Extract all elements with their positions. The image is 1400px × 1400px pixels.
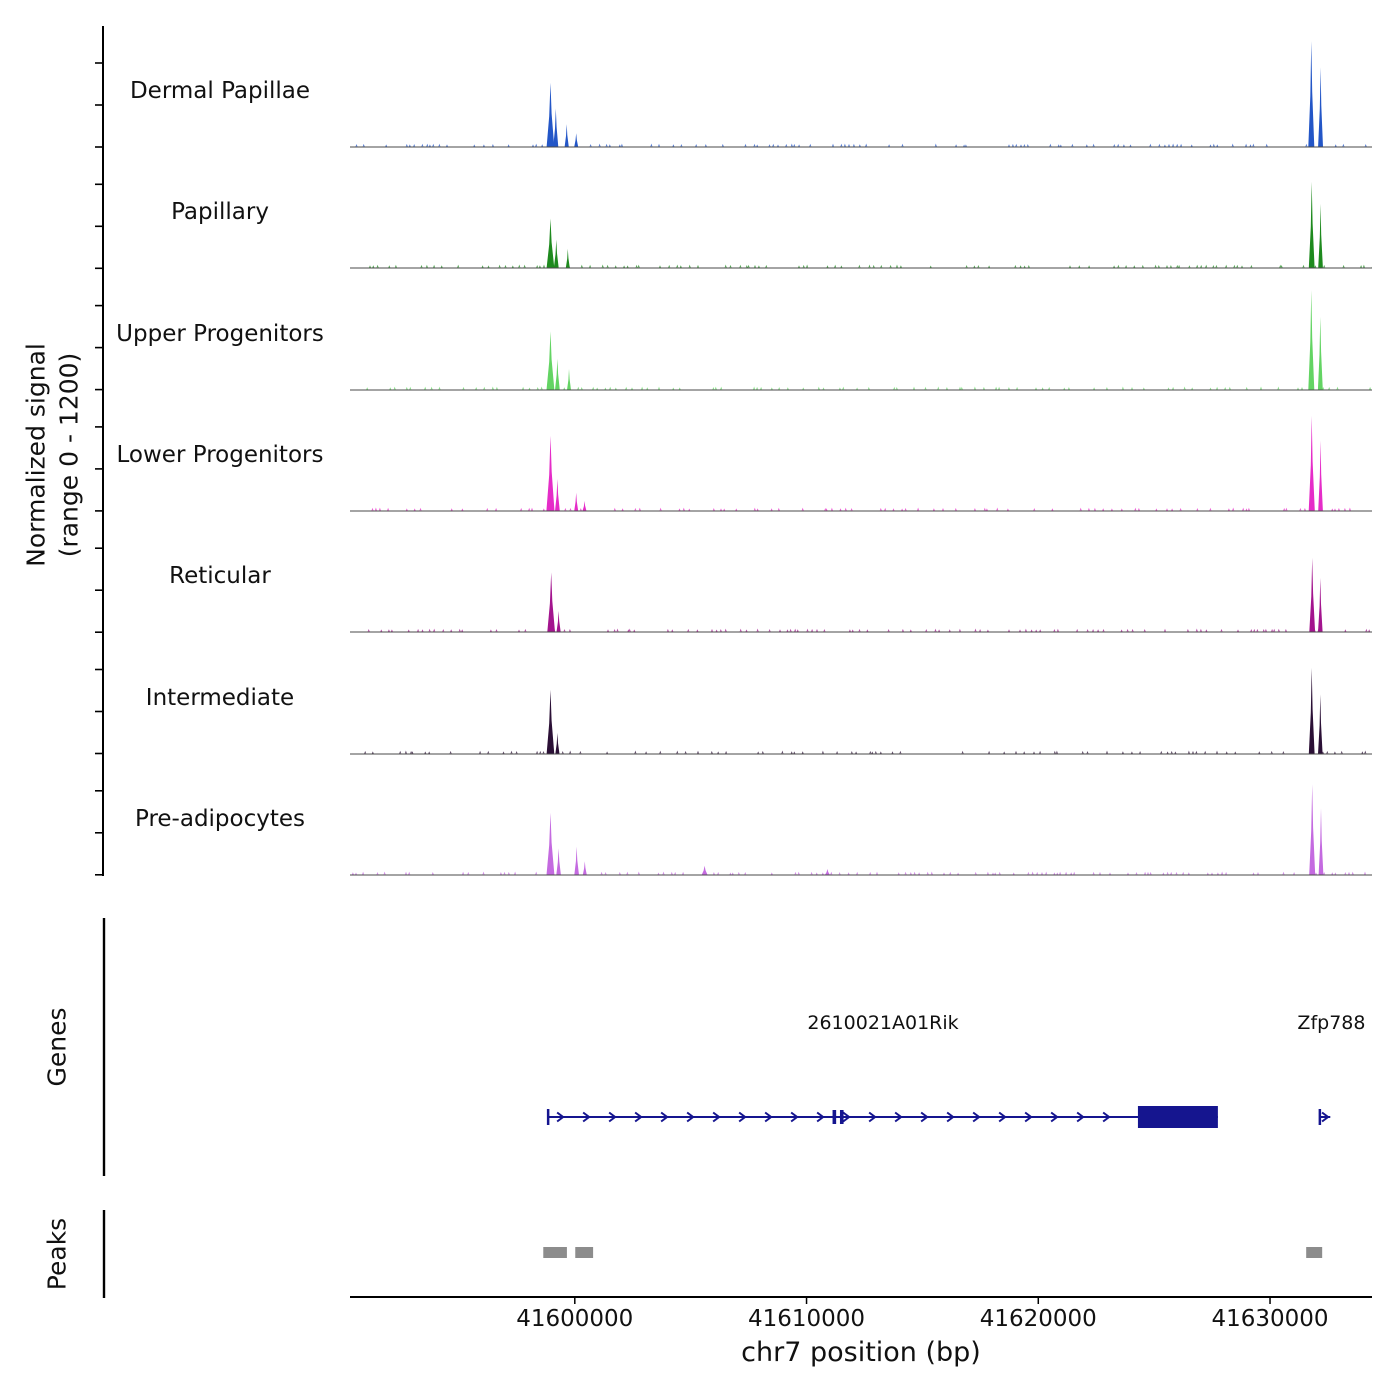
signal-peak <box>574 846 579 875</box>
signal-peak <box>582 861 587 875</box>
signal-peak <box>1318 440 1323 511</box>
x-tick-label-41620000: 41620000 <box>979 1306 1097 1332</box>
signal-noise <box>364 749 1367 754</box>
signal-noise <box>355 143 1367 148</box>
signal-noise <box>366 386 1372 390</box>
strand-arrow <box>634 1111 643 1123</box>
signal-peak <box>1318 204 1323 269</box>
signal-peak <box>574 492 579 511</box>
signal-peak <box>1308 41 1315 147</box>
signal-peak <box>546 82 555 147</box>
strand-arrow <box>894 1111 903 1123</box>
strand-arrow <box>712 1111 721 1123</box>
track-signal-upper-progenitors <box>350 289 1372 391</box>
signal-peak <box>556 848 561 875</box>
signal-peak <box>574 133 579 147</box>
signal-noise <box>368 264 1372 269</box>
signal-noise <box>351 871 1367 875</box>
signal-peak <box>1318 67 1323 147</box>
gene-exon-box <box>1137 1106 1218 1128</box>
signal-peak <box>1317 316 1323 390</box>
track-signal-reticular <box>350 557 1372 633</box>
signal-peak <box>1318 693 1323 754</box>
signal-peak <box>556 611 561 633</box>
strand-arrow <box>1321 1111 1330 1123</box>
signal-peak <box>553 108 559 147</box>
strand-arrow <box>920 1111 929 1123</box>
x-tick-label-41630000: 41630000 <box>1211 1306 1329 1332</box>
track-label-lower-progenitors: Lower Progenitors <box>116 441 324 468</box>
track-label-dermal-papillae: Dermal Papillae <box>129 78 311 104</box>
strand-arrow <box>764 1111 773 1123</box>
strand-arrow <box>946 1111 955 1123</box>
signal-peak <box>555 732 560 754</box>
signal-peak <box>1308 667 1315 754</box>
x-axis-title: chr7 position (bp) <box>741 1337 981 1368</box>
track-signal-papillary <box>350 182 1372 269</box>
signal-peak <box>555 478 560 511</box>
signal-peak <box>1308 182 1315 269</box>
track-signal-intermediate <box>350 667 1372 754</box>
strand-arrow <box>1050 1111 1059 1123</box>
gene-name-zfp788: Zfp788 <box>1297 1012 1366 1034</box>
strand-arrow <box>972 1111 981 1123</box>
signal-peak <box>1318 578 1323 633</box>
signal-peak <box>564 124 569 147</box>
strand-arrow <box>738 1111 747 1123</box>
track-signal-dermal-papillae <box>350 41 1372 148</box>
small-exon <box>839 1110 844 1124</box>
track-signal-lower-progenitors <box>350 415 1372 512</box>
strand-arrow <box>790 1111 799 1123</box>
small-exon <box>832 1110 837 1124</box>
strand-arrow <box>842 1111 851 1123</box>
signal-peak <box>553 239 559 269</box>
strand-arrow <box>556 1111 565 1123</box>
gene-model-2610021a01rik <box>546 1106 1218 1128</box>
signal-peak <box>546 689 555 754</box>
strand-arrow <box>660 1111 669 1123</box>
strand-arrow <box>868 1111 877 1123</box>
signal-peak <box>1308 289 1315 390</box>
strand-arrow <box>816 1111 825 1123</box>
signal-peak <box>546 330 555 390</box>
signal-peak <box>546 218 555 269</box>
x-tick-label-41610000: 41610000 <box>747 1306 866 1332</box>
signal-peak <box>824 868 830 875</box>
gene-name-2610021a01rik: 2610021A01Rik <box>807 1012 959 1034</box>
strand-arrow <box>1024 1111 1033 1123</box>
track-signal-pre-adipocytes <box>350 784 1372 876</box>
signal-peak <box>567 368 571 390</box>
x-tick-label-41600000: 41600000 <box>516 1306 634 1332</box>
signal-peak <box>1318 807 1324 875</box>
signal-peak <box>1309 557 1316 633</box>
signal-peak <box>701 865 708 875</box>
strand-arrow <box>608 1111 617 1123</box>
strand-arrow <box>686 1111 695 1123</box>
signal-peak <box>582 500 587 511</box>
track-label-reticular: Reticular <box>169 563 271 590</box>
strand-arrow <box>998 1111 1007 1123</box>
gene-model-zfp788 <box>1318 1109 1331 1125</box>
peak-region <box>1306 1247 1323 1258</box>
signal-peak <box>1309 784 1316 875</box>
track-label-intermediate: Intermediate <box>145 684 295 711</box>
strand-arrow <box>1102 1111 1111 1123</box>
strand-arrow <box>582 1111 591 1123</box>
peak-region <box>575 1247 594 1258</box>
strand-arrow <box>1076 1111 1085 1123</box>
signal-peak <box>546 812 555 875</box>
signal-peak <box>565 249 570 269</box>
signal-noise <box>371 507 1352 512</box>
signal-peak <box>555 358 560 390</box>
signal-peak <box>546 435 555 511</box>
signal-peak <box>547 572 555 633</box>
peak-region <box>543 1247 567 1258</box>
signal-noise <box>367 628 1371 633</box>
track-label-papillary: Papillary <box>171 199 269 226</box>
track-label-upper-progenitors: Upper Progenitors <box>116 320 324 347</box>
signal-peak <box>1308 415 1315 511</box>
track-label-pre-adipocytes: Pre-adipocytes <box>134 805 306 832</box>
